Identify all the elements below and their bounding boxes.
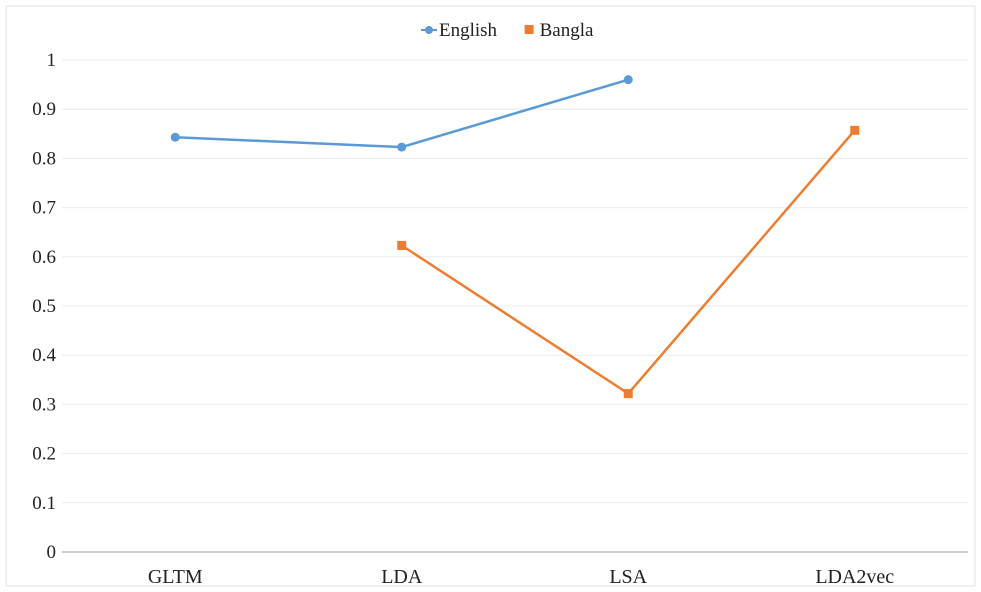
y-tick-label: 0.4 xyxy=(32,345,56,366)
data-point-bangla xyxy=(623,389,633,399)
data-point-english xyxy=(397,142,407,152)
legend-marker xyxy=(425,26,433,34)
series-line-bangla xyxy=(401,129,856,396)
axes: 0 0.1 0.2 0.3 0.4 0.5 0.6 0.7 0.8 0.9 1 GLTM LDA LSA L… xyxy=(32,50,968,588)
legend: English Bangla xyxy=(421,20,594,41)
gridlines xyxy=(62,59,968,504)
data-point-english xyxy=(170,132,180,142)
legend-item-english: English xyxy=(421,20,498,41)
legend-label: Bangla xyxy=(540,20,594,41)
x-tick-label: LSA xyxy=(609,566,647,588)
y-tick-label: 0.7 xyxy=(32,198,56,219)
series-line-english xyxy=(175,78,629,149)
data-point-english xyxy=(623,75,633,85)
chart-border xyxy=(5,5,976,587)
y-tick-label: 0.5 xyxy=(32,296,56,317)
legend-item-bangla: Bangla xyxy=(524,20,594,41)
y-tick-label: 0.6 xyxy=(32,247,56,268)
x-tick-label: GLTM xyxy=(148,566,203,588)
y-tick-label: 0.1 xyxy=(32,493,56,514)
data-point-bangla xyxy=(850,125,860,135)
series-lines xyxy=(170,75,860,399)
y-tick-label: 0 xyxy=(47,542,57,563)
legend-label: English xyxy=(439,20,498,41)
y-tick-label: 0.9 xyxy=(32,99,56,120)
y-tick-label: 0.3 xyxy=(32,394,56,415)
x-tick-label: LDA xyxy=(381,566,423,588)
y-tick-label: 1 xyxy=(47,50,57,71)
data-point-bangla xyxy=(397,240,407,250)
x-tick-label: LDA2vec xyxy=(815,566,894,588)
y-tick-label: 0.8 xyxy=(32,148,56,169)
y-tick-label: 0.2 xyxy=(32,444,56,465)
legend-marker xyxy=(524,25,534,34)
